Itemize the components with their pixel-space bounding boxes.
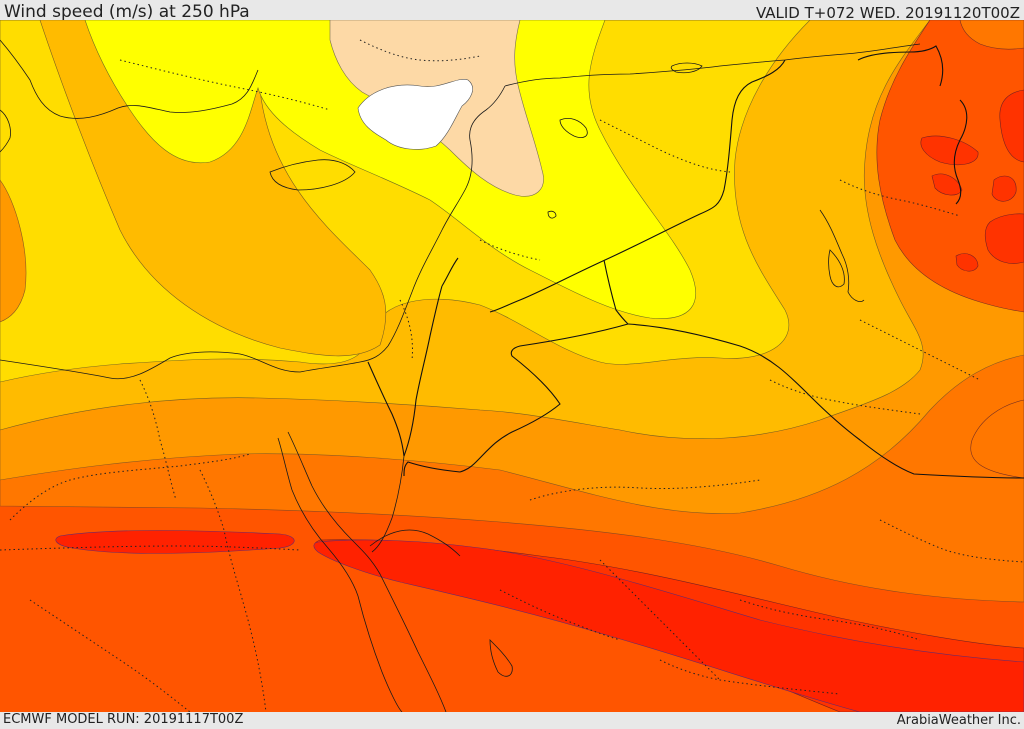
model-run: ECMWF MODEL RUN: 20191117T00Z [3,712,244,727]
province-borders [0,39,1024,712]
band-red-east-6 [955,253,979,272]
brand-credit: ArabiaWeather Inc. [896,713,1021,728]
wind-speed-map [0,20,1024,712]
band-yellow [84,20,696,319]
band-red-east-2 [920,135,979,165]
header-bar [0,0,1024,20]
jet-core-east [313,539,1024,712]
band-amber-west [0,20,1024,357]
band-red-east-4 [991,175,1017,202]
valid-time: VALID T+072 WED. 20191120T00Z [755,4,1020,22]
map-title: Wind speed (m/s) at 250 hPa [4,2,250,22]
band-orange-west [0,179,27,323]
coastlines [0,39,921,712]
country-borders [367,45,1024,479]
band-red-east [999,89,1024,163]
band-red-east-3 [931,173,963,196]
band-calm [357,78,473,150]
jet-core-west [55,530,295,554]
band-dark-orange-east [959,20,1024,50]
band-dark-orange-se [970,399,1024,479]
band-red-east-5 [984,213,1024,264]
footer-bar [0,712,1024,729]
